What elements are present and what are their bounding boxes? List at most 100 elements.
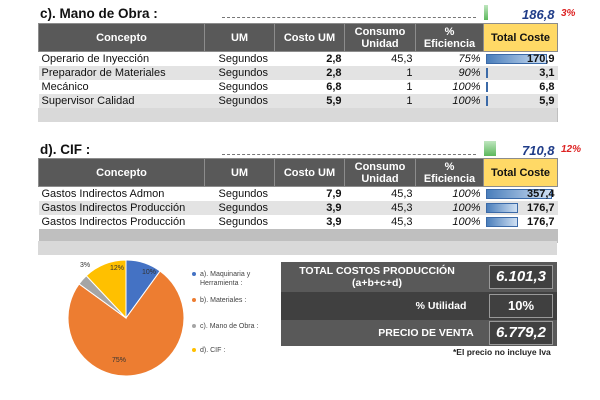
col-consumo: Consumo Unidad: [344, 158, 416, 187]
col-um: UM: [204, 23, 275, 52]
cif-table: Concepto UM Costo UM Consumo Unidad % Ef…: [38, 158, 558, 243]
total-costs-formula: (a+b+c+d): [352, 277, 402, 289]
cell-eficiencia: 100%: [415, 214, 484, 229]
pie-label-3: 3%: [80, 262, 91, 269]
footer-cell: [38, 228, 558, 243]
col-total-coste: Total Coste: [483, 23, 558, 52]
table-row: Preparador de Materiales Segundos 2,8 1 90% 3…: [38, 65, 558, 80]
cif-dash-line: [222, 154, 476, 155]
table-row: Gastos Indirectos Producción Segundos 3,9 4…: [38, 200, 558, 215]
col-consumo: Consumo Unidad: [344, 23, 416, 52]
cell-eficiencia: 75%: [415, 51, 484, 66]
col-um: UM: [204, 158, 275, 187]
table-row: Gastos Indirectos Admon Segundos 7,9 45,3 10…: [38, 186, 558, 201]
col-costo-um: Costo UM: [274, 23, 345, 52]
pie-label-10: 10%: [142, 269, 157, 276]
cif-total: 710,8: [522, 143, 555, 158]
table-row: Mecánico Segundos 6,8 1 100% 6,8: [38, 79, 558, 94]
cell-costo-um: 3,9: [274, 200, 345, 215]
cost-distribution-pie-chart: [67, 259, 185, 376]
total-data-bar: [485, 95, 488, 106]
cell-um: Segundos: [204, 79, 275, 94]
total-value: 176,7: [526, 201, 555, 214]
cell-total-coste: 170,9: [483, 51, 558, 66]
cell-total-coste: 3,1: [483, 65, 558, 80]
legend-label: c). Mano de Obra :: [200, 323, 259, 330]
total-value: 176,7: [526, 215, 555, 228]
legend-swatch: [192, 272, 196, 276]
cell-concepto: Mecánico: [38, 79, 205, 94]
cell-consumo: 1: [344, 65, 416, 80]
cell-concepto: Preparador de Materiales: [38, 65, 205, 80]
utilidad-label: % Utilidad: [415, 300, 467, 312]
legend-label: b). Materiales :: [200, 297, 247, 304]
cell-concepto: Gastos Indirectos Admon: [38, 186, 205, 201]
total-data-bar: [485, 81, 489, 92]
mano-obra-indicator: [484, 5, 488, 20]
cell-total-coste: 176,7: [483, 214, 558, 229]
total-data-bar: [485, 189, 552, 199]
cell-total-coste: 176,7: [483, 200, 558, 215]
legend-swatch: [192, 298, 196, 302]
cell-um: Segundos: [204, 200, 275, 215]
col-concepto: Concepto: [38, 23, 205, 52]
col-eficiencia: % Eficiencia: [415, 158, 484, 187]
mano-obra-title: c). Mano de Obra :: [40, 6, 158, 21]
total-value: 5,9: [539, 94, 555, 107]
cell-concepto: Supervisor Calidad: [38, 93, 205, 108]
legend-swatch: [192, 348, 196, 352]
total-data-bar: [485, 202, 518, 213]
cell-um: Segundos: [204, 186, 275, 201]
cif-footer-strip: [38, 241, 557, 255]
cell-costo-um: 5,9: [274, 93, 345, 108]
total-value: 170,9: [526, 52, 555, 65]
cell-eficiencia: 100%: [415, 200, 484, 215]
cif-title: d). CIF :: [40, 142, 91, 157]
mano-obra-table: Concepto UM Costo UM Consumo Unidad % Ef…: [38, 23, 558, 122]
cell-consumo: 45,3: [344, 200, 416, 215]
cell-consumo: 45,3: [344, 214, 416, 229]
sale-price-value: 6.779,2: [489, 321, 553, 345]
cell-um: Segundos: [204, 51, 275, 66]
mano-obra-percent: 3%: [561, 8, 576, 19]
total-value: 6,8: [539, 80, 555, 93]
legend-label: a). Maquinaria y Herramienta :: [200, 271, 251, 287]
mano-obra-footer-strip: [38, 108, 557, 122]
vat-note: *El precio no incluye Iva: [453, 347, 551, 357]
total-data-bar: [485, 67, 488, 78]
mano-obra-dash-line: [222, 17, 476, 18]
cell-eficiencia: 100%: [415, 186, 484, 201]
cell-consumo: 1: [344, 79, 416, 94]
legend-swatch: [192, 324, 196, 328]
mano-obra-total: 186,8: [522, 7, 555, 22]
total-data-bar: [485, 216, 518, 227]
cell-costo-um: 7,9: [274, 186, 345, 201]
total-costs-title: TOTAL COSTOS PRODUCCIÓN: [299, 265, 455, 277]
sale-price-label: PRECIO DE VENTA: [378, 327, 474, 339]
total-data-bar: [485, 54, 547, 64]
total-costs-value: 6.101,3: [489, 265, 553, 289]
pie-label-75: 75%: [112, 357, 127, 364]
col-eficiencia: % Eficiencia: [415, 23, 484, 52]
cell-costo-um: 2,8: [274, 51, 345, 66]
cell-concepto: Operario de Inyección: [38, 51, 205, 66]
cell-total-coste: 5,9: [483, 93, 558, 108]
cell-costo-um: 3,9: [274, 214, 345, 229]
cell-concepto: Gastos Indirectos Producción: [38, 214, 205, 229]
cell-consumo: 45,3: [344, 51, 416, 66]
cell-consumo: 1: [344, 93, 416, 108]
cif-percent: 12%: [561, 144, 582, 155]
cell-eficiencia: 100%: [415, 79, 484, 94]
col-concepto: Concepto: [38, 158, 205, 187]
table-row: Supervisor Calidad Segundos 5,9 1 100% 5,9: [38, 93, 558, 108]
sale-price-panel: PRECIO DE VENTA 6.779,2: [281, 320, 557, 346]
table-row: Operario de Inyección Segundos 2,8 45,3 75% 1…: [38, 51, 558, 66]
total-costs-label: TOTAL COSTOS PRODUCCIÓN (a+b+c+d): [287, 265, 467, 289]
pie-label-12: 12%: [110, 265, 125, 272]
cell-um: Segundos: [204, 93, 275, 108]
pie-slice-cif: [85, 259, 127, 320]
utilidad-panel: % Utilidad 10%: [281, 292, 557, 320]
total-value: 357,4: [526, 187, 555, 200]
total-costs-panel: TOTAL COSTOS PRODUCCIÓN (a+b+c+d) 6.101,…: [281, 262, 557, 292]
cell-consumo: 45,3: [344, 186, 416, 201]
